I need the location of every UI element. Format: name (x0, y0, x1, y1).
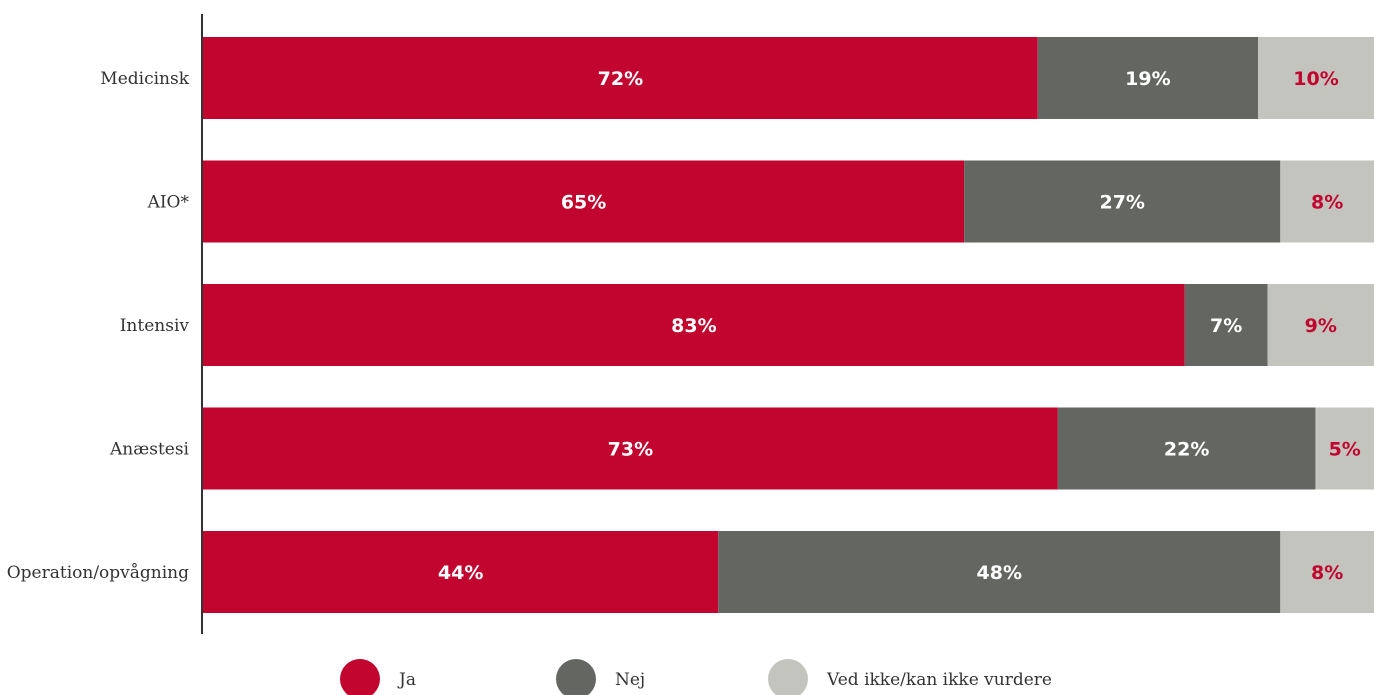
value-label-medicinsk-ja: 72% (598, 68, 643, 90)
bar-anæstesi-ja (203, 407, 1058, 490)
legend-swatch-ved-ikke-kan-ikke-vurdere (768, 659, 808, 695)
value-label-aio-ved-ikke-kan-ikke-vurdere: 8% (1311, 192, 1343, 214)
bar-anæstesi-nej (1057, 407, 1316, 490)
value-label-operation-opvågning-ved-ikke-kan-ikke-vurdere: 8% (1311, 562, 1343, 584)
bar-intensiv-ja (203, 284, 1185, 366)
value-label-medicinsk-nej: 19% (1125, 68, 1170, 90)
value-label-operation-opvågning-nej: 48% (977, 562, 1022, 584)
value-label-intensiv-nej: 7% (1210, 315, 1242, 337)
value-label-aio-ja: 65% (561, 192, 606, 214)
legend-label-ved-ikke-kan-ikke-vurdere: Ved ikke/kan ikke vurdere (826, 670, 1052, 690)
bar-intensiv-nej (1184, 284, 1268, 366)
bar-anæstesi-ved-ikke-kan-ikke-vurdere (1315, 407, 1374, 490)
bar-aio-nej (964, 160, 1281, 243)
value-label-medicinsk-ved-ikke-kan-ikke-vurdere: 10% (1293, 68, 1338, 90)
legend-label-ja: Ja (397, 670, 416, 690)
value-label-aio-nej: 27% (1099, 192, 1144, 214)
category-label-anæstesi: Anæstesi (109, 440, 190, 460)
bar-operation-opvågning-ved-ikke-kan-ikke-vurdere (1280, 531, 1374, 613)
bar-intensiv-ved-ikke-kan-ikke-vurdere (1267, 284, 1374, 366)
category-label-aio: AIO* (147, 193, 190, 213)
bar-operation-opvågning-ja (203, 531, 719, 613)
bar-medicinsk-ja (203, 37, 1038, 119)
value-labels-group: 72% 19% 10% 65% 27% 8% 83% 7% 9% 73% 22% 5% 44% 48% 8% (438, 68, 1361, 584)
bars-group (203, 37, 1374, 613)
value-label-anæstesi-nej: 22% (1164, 439, 1209, 461)
category-label-operation-opvågning: Operation/opvågning (7, 563, 189, 583)
bar-medicinsk-nej (1037, 37, 1259, 119)
value-label-anæstesi-ved-ikke-kan-ikke-vurdere: 5% (1329, 439, 1361, 461)
category-label-intensiv: Intensiv (120, 316, 190, 336)
legend: Ja Nej Ved ikke/kan ikke vurdere (340, 659, 1052, 695)
legend-swatch-nej (556, 659, 596, 695)
bar-operation-opvågning-nej (718, 531, 1281, 613)
category-label-medicinsk: Medicinsk (100, 69, 189, 89)
legend-swatch-ja (340, 659, 380, 695)
value-label-intensiv-ja: 83% (671, 315, 716, 337)
category-labels-group: Medicinsk AIO* Intensiv Anæstesi Operation/o… (7, 69, 190, 583)
bar-aio-ja (203, 160, 965, 243)
value-label-anæstesi-ja: 73% (608, 439, 653, 461)
value-label-intensiv-ved-ikke-kan-ikke-vurdere: 9% (1305, 315, 1337, 337)
bar-medicinsk-ved-ikke-kan-ikke-vurdere (1258, 37, 1374, 119)
value-label-operation-opvågning-ja: 44% (438, 562, 483, 584)
bar-aio-ved-ikke-kan-ikke-vurdere (1280, 160, 1374, 243)
legend-label-nej: Nej (615, 670, 645, 690)
